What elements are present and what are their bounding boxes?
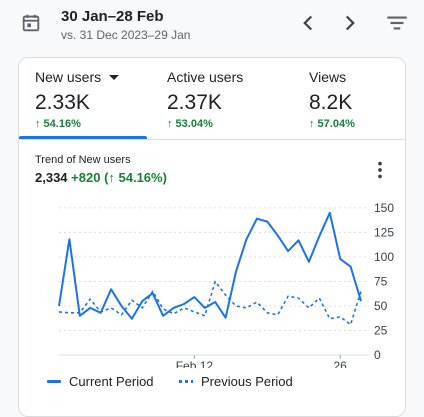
series-previous-period-line xyxy=(58,280,362,326)
y-tick-label: 100 xyxy=(374,250,394,264)
legend-current-period: Current Period xyxy=(47,374,154,389)
y-tick-label: 50 xyxy=(374,299,388,313)
more-options-icon[interactable] xyxy=(369,159,391,181)
y-tick-label: 125 xyxy=(374,225,394,239)
divider xyxy=(19,139,405,140)
date-range-label[interactable]: 30 Jan–28 Feb xyxy=(61,8,164,25)
trend-summary: 2,334 +820 (↑ 54.16%) xyxy=(35,170,167,185)
trend-line-chart: 0 25 50 75 100 125 150 Feb 12 26 xyxy=(58,201,394,368)
y-tick-label: 25 xyxy=(374,323,388,337)
legend-previous-period: Previous Period xyxy=(179,374,293,389)
date-range-bar: 30 Jan–28 Feb vs. 31 Dec 2023–29 Jan xyxy=(0,0,424,54)
series-current-period-line xyxy=(58,211,362,320)
metric-value: 2.37K xyxy=(167,91,222,114)
metric-tab-new-users[interactable]: New users 2.33K ↑ 54.16% xyxy=(35,69,120,130)
y-tick-label: 150 xyxy=(374,201,394,215)
metric-change: ↑ 54.16% xyxy=(35,118,81,130)
metric-label-text: New users xyxy=(35,69,102,85)
metric-value: 2.33K xyxy=(35,91,90,114)
dropdown-caret-icon[interactable] xyxy=(109,74,120,80)
metric-tab-active-users[interactable]: Active users 2.37K ↑ 53.04% xyxy=(167,69,243,130)
metric-value: 8.2K xyxy=(309,91,353,114)
trend-total: 2,334 xyxy=(35,170,68,185)
chevron-right-icon[interactable] xyxy=(337,10,363,36)
new-users-card: New users 2.33K ↑ 54.16% Active users 2.… xyxy=(18,57,406,417)
legend-label: Previous Period xyxy=(201,374,293,389)
calendar-icon[interactable] xyxy=(20,12,42,34)
filter-icon[interactable] xyxy=(384,10,410,36)
metric-change: ↑ 57.04% xyxy=(309,118,355,130)
legend-label: Current Period xyxy=(69,374,154,389)
x-tick-label: Feb 12 xyxy=(176,359,214,368)
metric-label: Views xyxy=(309,69,347,85)
selected-tab-indicator xyxy=(19,136,147,139)
metric-label: New users xyxy=(35,69,120,85)
y-tick-label: 0 xyxy=(374,348,381,362)
metric-change: ↑ 53.04% xyxy=(167,118,213,130)
trend-delta: +820 (↑ 54.16%) xyxy=(71,170,167,185)
metric-label: Active users xyxy=(167,69,244,85)
x-tick-label: 26 xyxy=(333,359,347,368)
metric-tab-views[interactable]: Views 8.2K ↑ 57.04% xyxy=(309,69,355,130)
trend-title: Trend of New users xyxy=(35,154,131,166)
y-tick-label: 75 xyxy=(374,274,388,288)
compare-range-label: vs. 31 Dec 2023–29 Jan xyxy=(61,28,191,42)
chevron-left-icon[interactable] xyxy=(295,10,321,36)
legend-swatch-dashed xyxy=(179,380,193,383)
legend-swatch-solid xyxy=(47,380,61,383)
